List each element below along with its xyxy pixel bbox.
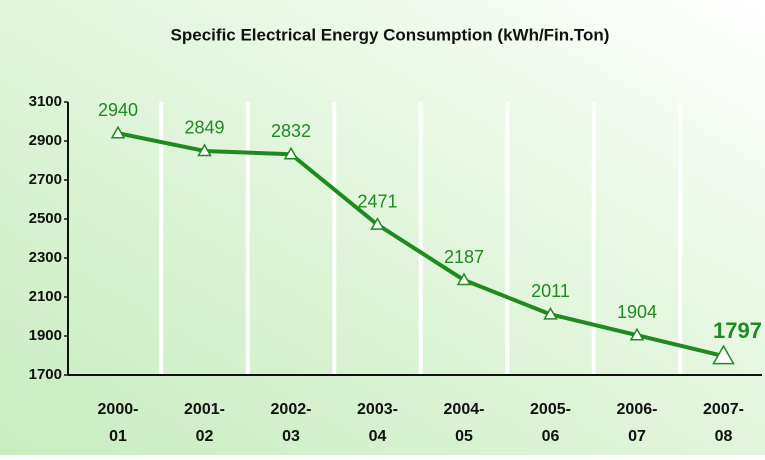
y-tick-label: 1900 (29, 327, 62, 344)
data-label: 2940 (98, 100, 138, 120)
x-tick-label: 2002-03 (271, 401, 312, 445)
x-tick-label: 2001-02 (184, 401, 225, 445)
marker (283, 146, 299, 160)
marker (456, 272, 472, 286)
data-label: 2849 (184, 118, 224, 138)
marker (543, 306, 558, 320)
y-tick-label: 1700 (29, 366, 62, 383)
marker (712, 344, 735, 365)
data-label: 2832 (271, 121, 311, 141)
x-tick-label: 2005-06 (530, 401, 571, 445)
data-label: 1797 (713, 318, 762, 343)
y-tick-label: 2500 (29, 210, 62, 227)
x-tick-label: 2000-01 (98, 401, 139, 445)
y-tick-label: 3100 (29, 93, 62, 110)
chart-title: Specific Electrical Energy Consumption (… (171, 25, 610, 44)
x-tick-label: 2004-05 (444, 401, 485, 445)
y-tick-label: 2300 (29, 249, 62, 266)
x-tick-label: 2003-04 (357, 401, 398, 445)
marker (110, 125, 126, 139)
y-tick-label: 2900 (29, 132, 62, 149)
y-tick-label: 2700 (29, 171, 62, 188)
line (117, 131, 724, 359)
x-tick-label: 2007-08 (703, 401, 744, 445)
data-label: 2187 (444, 247, 484, 267)
data-label: 1904 (617, 302, 657, 322)
marker (370, 217, 385, 230)
data-label: 2011 (531, 281, 570, 301)
marker (197, 143, 212, 157)
data-label: 2471 (357, 191, 397, 211)
y-tick-label: 2100 (29, 288, 62, 305)
marker (629, 327, 645, 341)
x-tick-label: 2006-07 (617, 401, 658, 445)
